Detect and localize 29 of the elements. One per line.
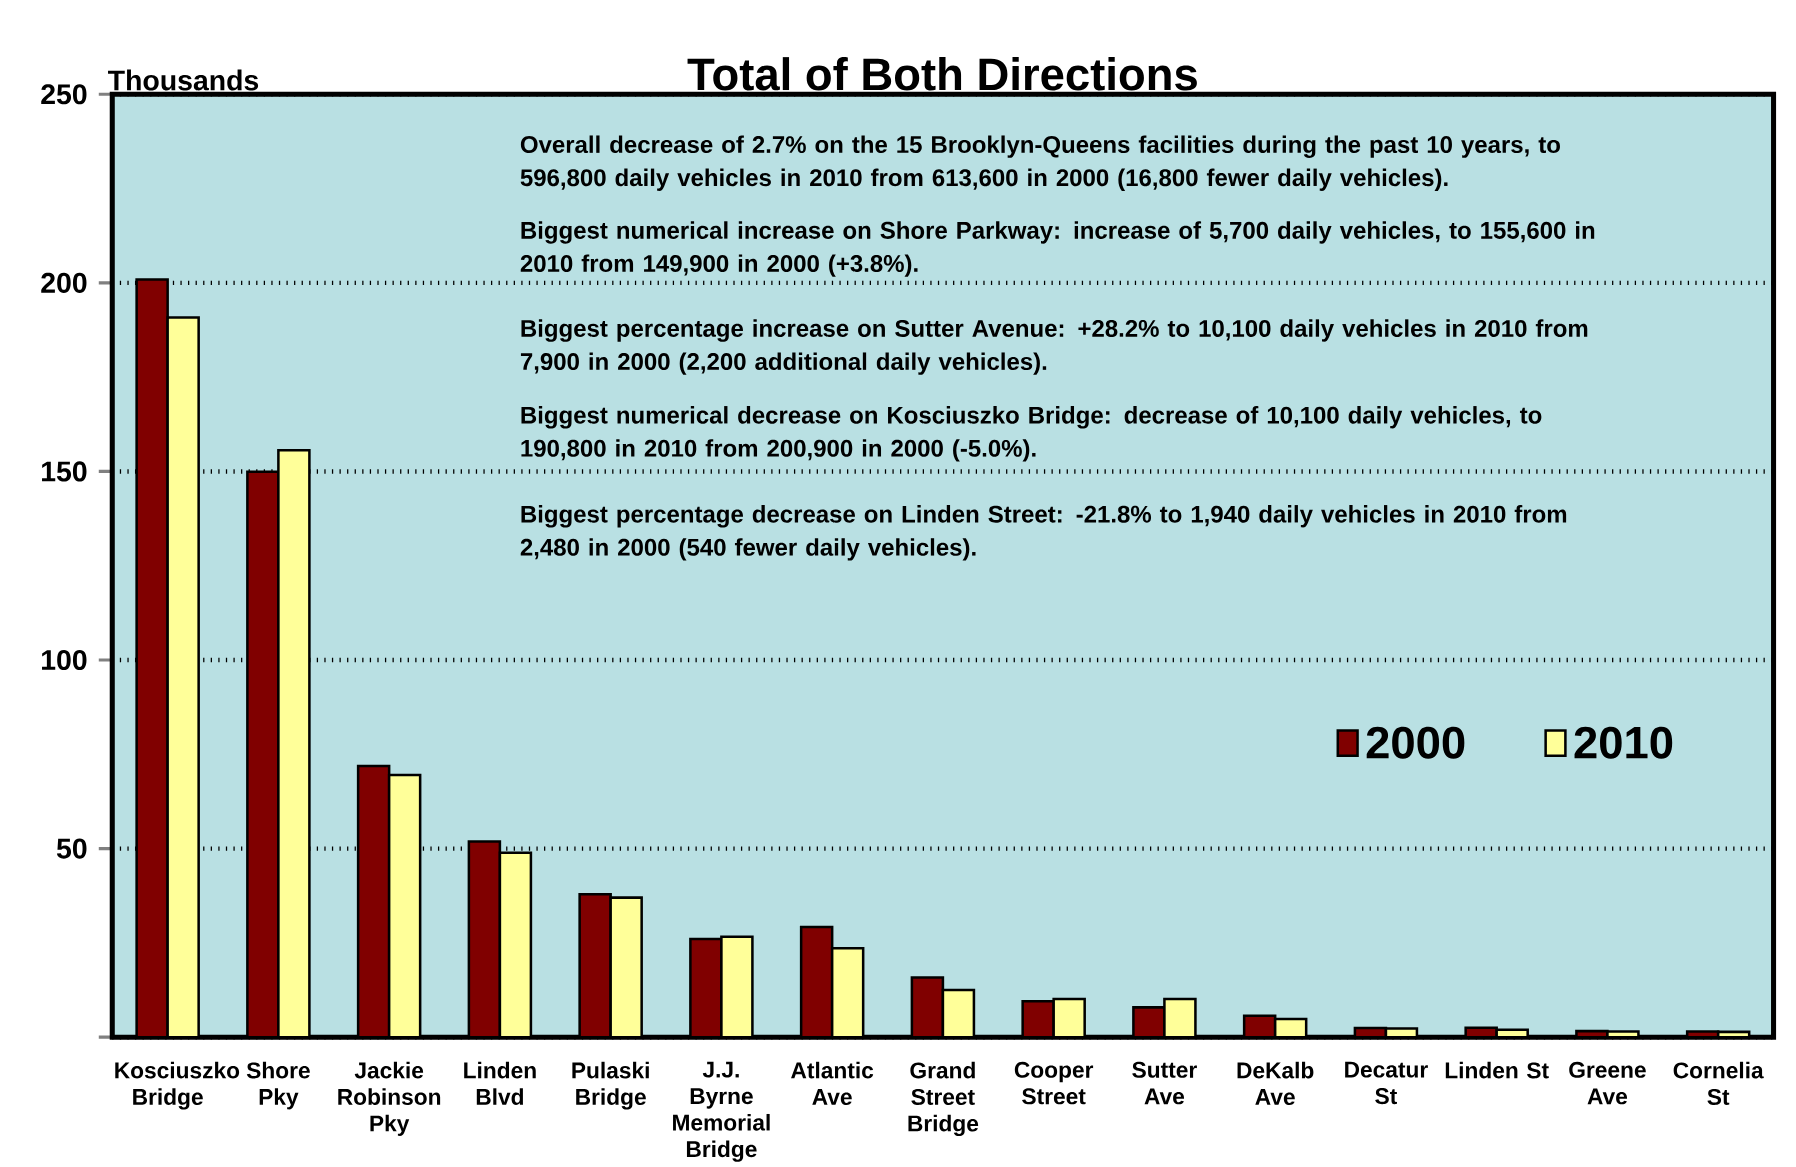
x-tick-label: Cooper Street [1014, 1061, 1094, 1105]
y-axis-title: Thousands [108, 69, 259, 91]
x-tick-label: Cornelia St [1673, 1061, 1764, 1105]
annotation: Biggest percentage increase on Sutter Avenue: +28.2% to 10,100 daily vehicles in 2010 from 7,900 in 2000 (2,200 additional daily vehicles). [520, 319, 1588, 375]
legend-label: 2010 [1574, 726, 1673, 759]
y-tick-label: 100 [42, 649, 87, 670]
y-tick-label: 150 [42, 461, 87, 482]
annotation: Overall decrease of 2.7% on the 15 Brooklyn-Queens facilities during the past 10 years, to 596,800 daily vehicles in 2010 from 613,600 in 2000 (16,800 fewer daily vehicles). [520, 135, 1560, 191]
x-tick-label: Linden St [1445, 1061, 1549, 1079]
x-tick-label: Grand Street Bridge [908, 1061, 979, 1136]
x-tick-label: Pulaski Bridge [572, 1061, 649, 1110]
annotation: Biggest percentage decrease on Linden Street: -21.8% to 1,940 daily vehicles in 2010 from 2,480 in 2000 (540 fewer daily vehicles). [520, 504, 1567, 561]
annotation: Biggest numerical increase on Shore Parkway: increase of 5,700 daily vehicles, to 155,600 in 2010 from 149,900 in 2000 (+3.8%). [520, 221, 1595, 277]
legend-label: 2000 [1366, 726, 1465, 759]
x-tick-label: Decatur St [1345, 1061, 1428, 1104]
x-tick-label: Sutter Ave [1132, 1061, 1197, 1105]
y-tick-label: 50 [56, 838, 87, 859]
x-tick-label: DeKalb Ave [1237, 1061, 1314, 1105]
x-tick-label: Jackie Robinson Pky [338, 1061, 441, 1136]
x-tick-label: Atlantic Ave [791, 1061, 874, 1105]
x-tick-label: Kosciuszko Bridge [115, 1061, 240, 1110]
y-tick-label: 250 [41, 84, 87, 105]
x-tick-label: Shore Pky [246, 1061, 310, 1110]
x-tick-label: Greene Ave [1569, 1061, 1646, 1105]
y-tick-label: 200 [41, 272, 87, 293]
chart-title: Total of Both Directions [687, 56, 1197, 91]
x-tick-label: J.J. Byrne Memorial Bridge [673, 1061, 770, 1162]
annotation: Biggest numerical decrease on Kosciuszko Bridge: decrease of 10,100 daily vehicles, to 190,800 in 2010 from 200,900 in 2000 (-5.0%). [521, 405, 1542, 462]
x-tick-label: Linden Blvd [464, 1061, 536, 1105]
